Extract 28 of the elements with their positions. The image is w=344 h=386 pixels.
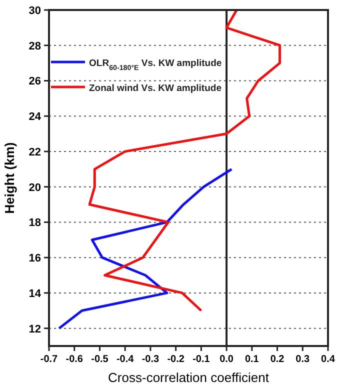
x-tick-label: -0.4 (116, 354, 134, 365)
x-tick-label: 0.1 (244, 354, 260, 365)
y-axis-title: Height (km) (2, 142, 17, 214)
line-series (58, 168, 233, 330)
y-tick-label: 28 (28, 40, 41, 52)
x-tick-label: -0.2 (167, 354, 185, 365)
y-tick-label: 22 (28, 146, 41, 158)
y-tick-label: 12 (28, 323, 41, 336)
x-tick-label: 0.0 (220, 354, 234, 365)
y-tick-label: 26 (28, 76, 41, 88)
legend-label: OLR$_{60-180°E}$ Vs. KW amplitude (89, 58, 222, 72)
legend-label: Zonal wind Vs. KW amplitude (89, 83, 222, 94)
y-tick-label: 16 (28, 252, 41, 265)
x-axis-title: Cross-correlation coefficient (108, 370, 270, 385)
x-tick-label: 0.4 (321, 354, 336, 365)
y-tick-label: 14 (28, 288, 42, 300)
x-tick-label: -0.5 (91, 354, 109, 365)
y-tick-label: 24 (28, 111, 42, 124)
x-tick-label: -0.6 (66, 354, 84, 365)
y-tick-label: 20 (28, 182, 41, 194)
y-tick-label: 30 (28, 5, 41, 17)
line-series (88, 8, 282, 312)
x-tick-label: -0.1 (192, 354, 210, 365)
x-tick-label: -0.7 (40, 354, 58, 365)
x-tick-label: -0.3 (142, 354, 160, 365)
x-tick-label: 0.2 (270, 354, 285, 365)
x-tick-label: 0.3 (296, 354, 310, 365)
y-tick-label: 18 (28, 217, 41, 230)
